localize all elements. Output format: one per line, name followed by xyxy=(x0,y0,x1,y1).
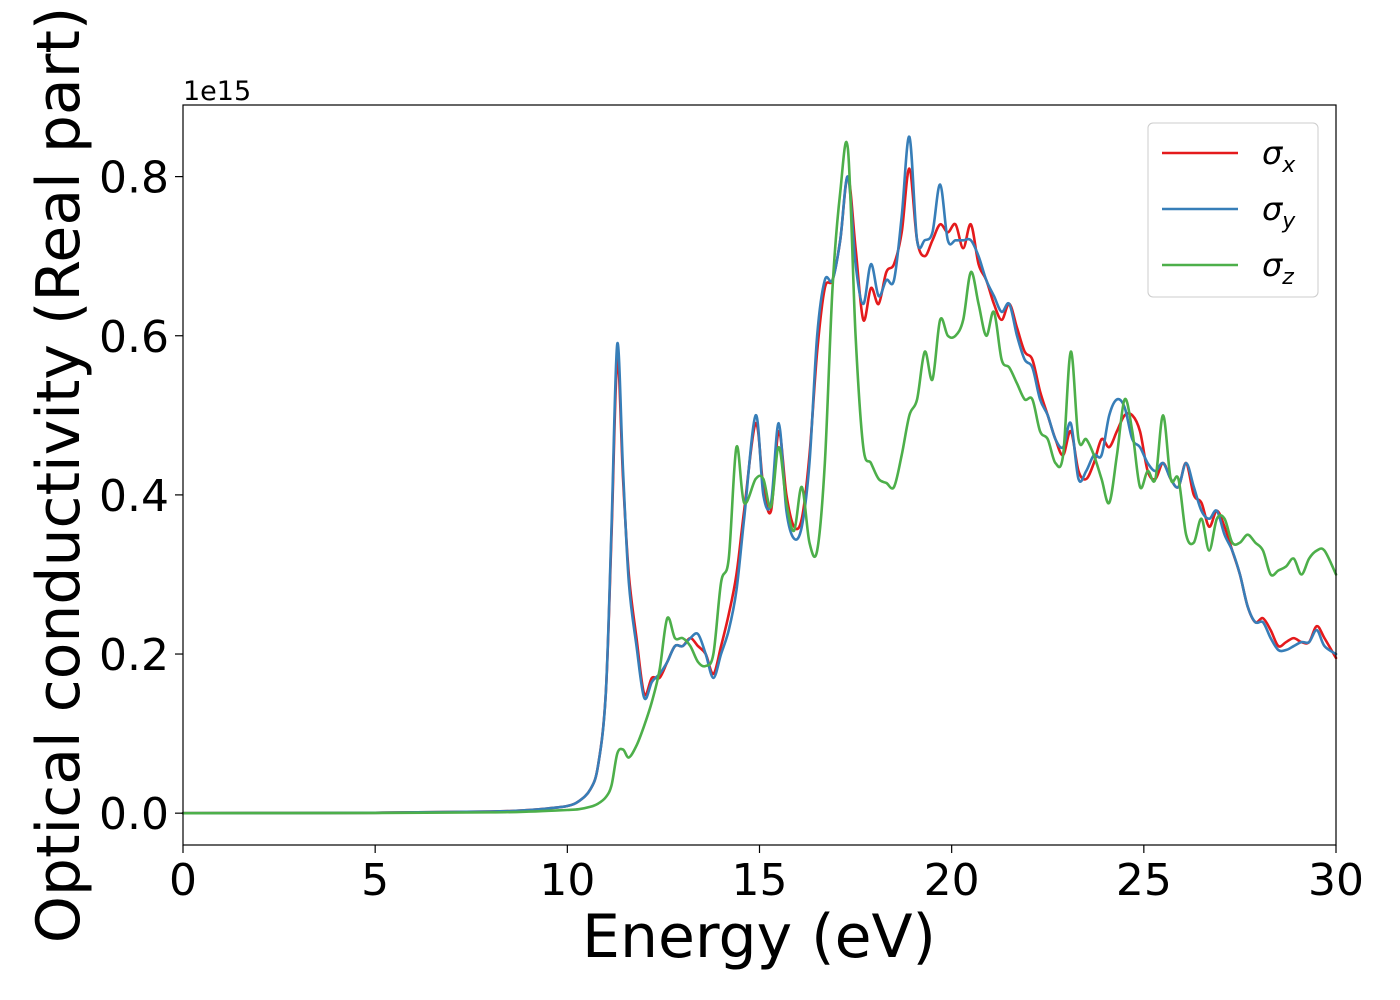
x-tick-label: 10 xyxy=(539,855,595,906)
y-tick-label: 0.2 xyxy=(99,630,169,681)
legend-label-x: σx xyxy=(1262,134,1296,178)
y-tick-label: 0.8 xyxy=(99,153,169,204)
series-line-y xyxy=(181,135,1338,815)
y-tick-label: 0.0 xyxy=(99,789,169,840)
y-offset-label: 1e15 xyxy=(183,76,251,107)
legend: σx σy σz xyxy=(1147,122,1319,298)
x-tick-label: 5 xyxy=(361,855,389,906)
y-axis-ticks: 0.0 0.2 0.4 0.6 0.8 xyxy=(99,153,183,840)
y-tick-label: 0.6 xyxy=(99,312,169,363)
legend-items: σx σy σz xyxy=(1162,134,1296,290)
x-axis-ticks: 0 5 10 15 20 25 30 xyxy=(169,845,1364,906)
x-axis-label: Energy (eV) xyxy=(582,902,936,972)
x-tick-label: 20 xyxy=(924,855,980,906)
series-layer xyxy=(181,135,1338,815)
legend-label-z: σz xyxy=(1262,246,1294,290)
x-tick-label: 30 xyxy=(1308,855,1364,906)
x-tick-label: 15 xyxy=(732,855,788,906)
x-tick-label: 25 xyxy=(1116,855,1172,906)
y-axis-label: Optical conductivity (Real part) xyxy=(24,7,94,944)
x-tick-label: 0 xyxy=(169,855,197,906)
series-line-z xyxy=(181,140,1338,815)
legend-label-y: σy xyxy=(1262,190,1296,234)
y-tick-label: 0.4 xyxy=(99,471,169,522)
